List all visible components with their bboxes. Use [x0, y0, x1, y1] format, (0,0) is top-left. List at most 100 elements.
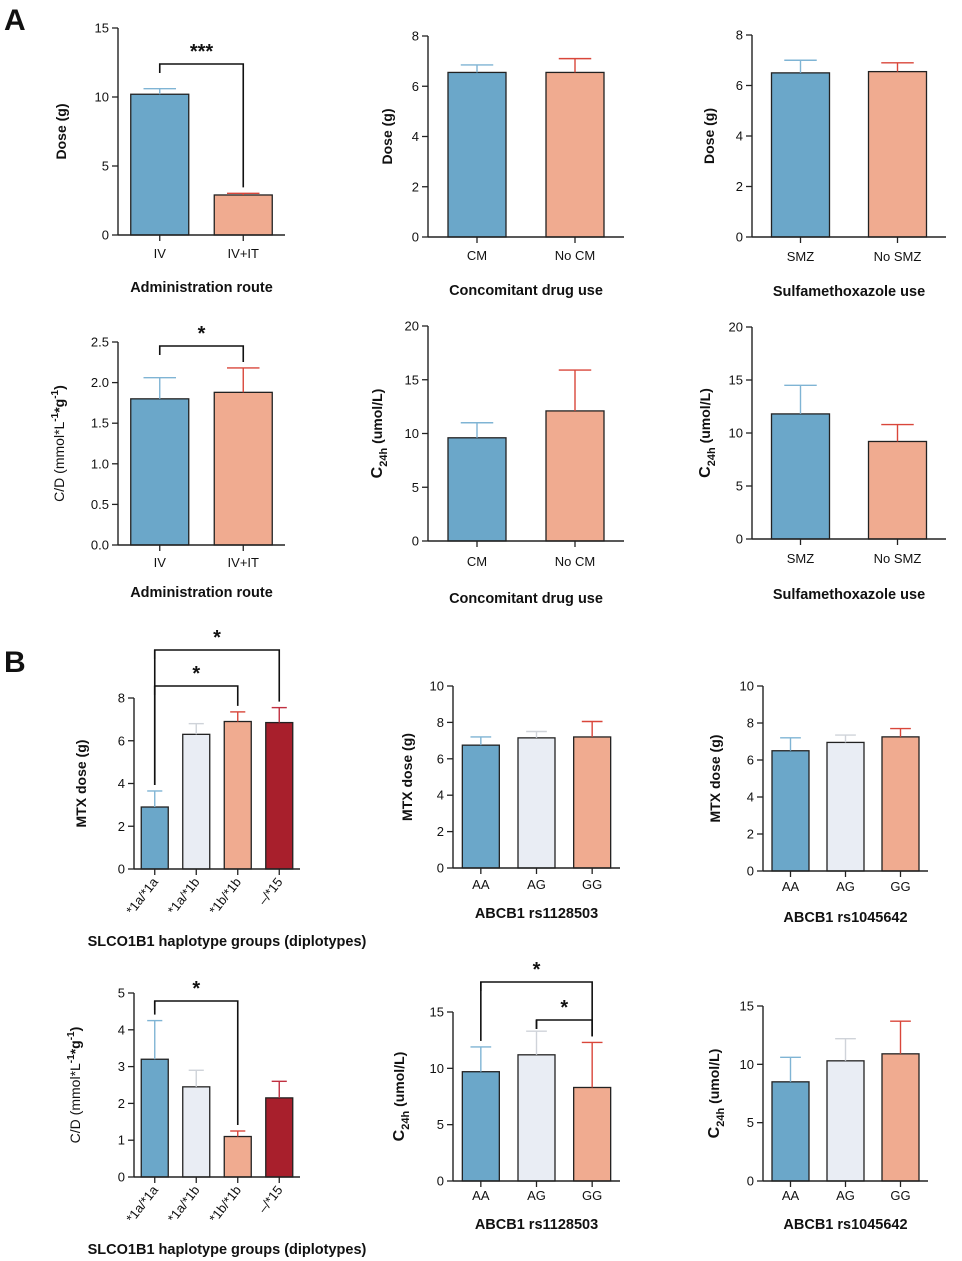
category-label-a6-0: SMZ [787, 551, 815, 566]
bar-b4-2 [223, 1135, 252, 1178]
bar-b6-1 [826, 1060, 865, 1182]
y-tick-label-a4-3: 1.5 [91, 416, 109, 431]
category-label-b4-3: –/*15 [255, 1183, 286, 1216]
x-axis-label-b6: ABCB1 rs1045642 [783, 1217, 907, 1233]
y-tick-label-b3-2: 4 [747, 790, 754, 805]
category-label-b3-2: GG [890, 879, 910, 894]
y-axis-label-a5: C24h (umol/L) [369, 389, 390, 479]
category-label-a5-0: CM [467, 554, 487, 569]
y-axis-label-a1: Dose (g) [53, 104, 69, 160]
y-tick-label-a3-1: 2 [736, 179, 743, 194]
significance-bracket-b5-0 [535, 1019, 593, 1037]
x-axis-label-a5: Concomitant drug use [449, 591, 603, 607]
y-tick-label-a2-4: 8 [412, 29, 419, 44]
x-axis-label-b4: SLCO1B1 haplotype groups (diplotypes) [88, 1242, 367, 1258]
bar-a5-1 [545, 410, 605, 542]
y-tick-label-b5-0: 0 [437, 1174, 444, 1189]
category-label-a2-0: CM [467, 248, 487, 263]
y-tick-label-a1-3: 15 [95, 21, 109, 36]
y-tick-label-b3-5: 10 [740, 679, 754, 694]
y-tick-label-a3-4: 8 [736, 28, 743, 43]
bar-b1-2 [223, 720, 252, 870]
x-axis-label-b1: SLCO1B1 haplotype groups (diplotypes) [88, 934, 367, 950]
category-label-b1-2: *1b/*1b [206, 875, 244, 918]
category-label-b3-0: AA [782, 879, 800, 894]
category-label-b6-2: GG [890, 1188, 910, 1203]
bar-a3-1 [867, 70, 928, 238]
x-axis-label-a2: Concomitant drug use [449, 283, 603, 299]
y-tick-label-b2-3: 6 [437, 751, 444, 766]
category-label-b4-1: *1a/*1b [165, 1183, 203, 1226]
y-tick-label-a1-1: 5 [102, 159, 109, 174]
y-axis-label-b6: C24h (umol/L) [706, 1049, 727, 1139]
y-axis-label-b3: MTX dose (g) [707, 735, 723, 823]
bar-b3-2 [881, 736, 920, 872]
category-label-b1-1: *1a/*1b [165, 875, 203, 918]
y-axis-label-a6: C24h (umol/L) [697, 388, 718, 478]
y-tick-label-b6-0: 0 [747, 1174, 754, 1189]
bar-b6-2 [881, 1053, 920, 1182]
bar-b1-3 [265, 721, 294, 870]
y-tick-label-b6-2: 10 [740, 1057, 754, 1072]
y-tick-label-a1-2: 10 [95, 90, 109, 105]
bar-a5-0 [447, 437, 507, 542]
x-axis-label-b5: ABCB1 rs1128503 [475, 1217, 598, 1233]
y-tick-label-b3-1: 2 [747, 827, 754, 842]
y-axis-label-a2: Dose (g) [379, 109, 395, 165]
y-axis-label-a4: C/D (mmol*L-1*g-1) [50, 385, 67, 502]
bar-b6-0 [771, 1081, 810, 1182]
category-label-a1-0: IV [154, 246, 167, 261]
bar-a6-0 [770, 413, 831, 540]
y-tick-label-b4-3: 3 [118, 1059, 125, 1074]
y-tick-label-b2-0: 0 [437, 861, 444, 876]
y-tick-label-a3-0: 0 [736, 230, 743, 245]
y-tick-label-b2-4: 8 [437, 715, 444, 730]
category-label-a2-1: No CM [555, 248, 595, 263]
y-axis-label-b5: C24h (umol/L) [391, 1052, 412, 1142]
bar-b1-1 [182, 733, 211, 870]
y-tick-label-a1-0: 0 [102, 228, 109, 243]
bar-a1-1 [213, 194, 273, 236]
y-tick-label-a2-1: 2 [412, 179, 419, 194]
bar-a3-0 [770, 72, 831, 238]
bar-b3-1 [826, 741, 865, 872]
chart-a4: 0.0 0.5 1.0 1.5 2.0 2.5 IV IV+IT Administration … [50, 323, 285, 601]
y-tick-label-b2-5: 10 [430, 679, 444, 694]
significance-bracket-b1-1 [153, 649, 281, 702]
category-label-b4-2: *1b/*1b [206, 1183, 244, 1226]
y-tick-label-a3-2: 4 [736, 129, 743, 144]
x-axis-label-a6: Sulfamethoxazole use [773, 587, 925, 603]
chart-a6: 0 5 10 15 20 SMZ No SMZ Sulfamethoxazole use C24… [697, 320, 946, 603]
y-axis-label-b1: MTX dose (g) [73, 740, 89, 828]
category-label-a3-1: No SMZ [874, 249, 922, 264]
y-tick-label-b3-3: 6 [747, 753, 754, 768]
y-tick-label-a2-3: 6 [412, 79, 419, 94]
y-tick-label-a4-5: 2.5 [91, 335, 109, 350]
x-axis-label-b2: ABCB1 rs1128503 [475, 906, 598, 922]
category-label-b3-1: AG [836, 879, 855, 894]
category-label-a4-1: IV+IT [228, 555, 259, 570]
significance-label-a4-0: * [198, 323, 206, 345]
y-tick-label-b4-5: 5 [118, 986, 125, 1001]
chart-b2: 0 2 4 6 8 10 AA AG GG ABCB1 rs1128503 MTX dose (g) [399, 679, 620, 922]
bar-b5-1 [517, 1054, 556, 1182]
y-axis-label-b2: MTX dose (g) [399, 733, 415, 821]
bar-b1-0 [140, 806, 169, 870]
y-tick-label-a4-2: 1.0 [91, 456, 109, 471]
category-label-b1-3: –/*15 [255, 875, 286, 908]
bar-a4-1 [213, 391, 273, 546]
y-tick-label-b4-4: 4 [118, 1022, 125, 1037]
y-tick-label-b2-2: 4 [437, 788, 444, 803]
bar-b4-0 [140, 1058, 169, 1178]
significance-label-b4-0: * [192, 978, 200, 1000]
x-axis-label-a1: Administration route [130, 280, 273, 296]
chart-a3: 0 2 4 6 8 SMZ No SMZ Sulfamethoxazole use Dose (… [701, 28, 946, 300]
bar-b3-0 [771, 750, 810, 872]
bar-a4-0 [130, 398, 190, 546]
chart-b3: 0 2 4 6 8 10 AA AG GG ABCB1 rs1045642 MTX dose (g) [707, 679, 928, 926]
category-label-b2-0: AA [472, 877, 490, 892]
y-tick-label-a6-1: 5 [736, 479, 743, 494]
significance-label-b5-1: * [533, 959, 541, 981]
y-tick-label-a5-0: 0 [412, 534, 419, 549]
